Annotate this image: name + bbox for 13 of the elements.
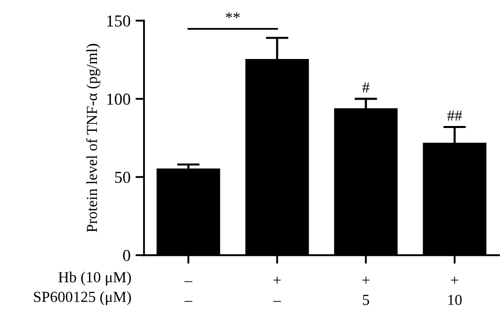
y-tick-label: 50 [115,172,130,183]
x-axis-title: Hb (10 μM) SP600125 (μM) [34,272,131,306]
y-tick-label: 0 [123,250,130,262]
annotation: # [362,82,370,92]
annotation: ## [447,110,462,121]
x-tick-label: + 5 [362,276,370,306]
y-tick-label: 100 [107,94,130,105]
y-axis-title: Protein level of TNF-α (pg/ml) [86,44,100,232]
y-tick-label: 150 [107,15,130,27]
text: ** [226,12,240,18]
x-tick-label: + 10 [448,276,462,306]
category-label: – – [184,281,192,302]
x-tick-label: + – [273,276,282,302]
